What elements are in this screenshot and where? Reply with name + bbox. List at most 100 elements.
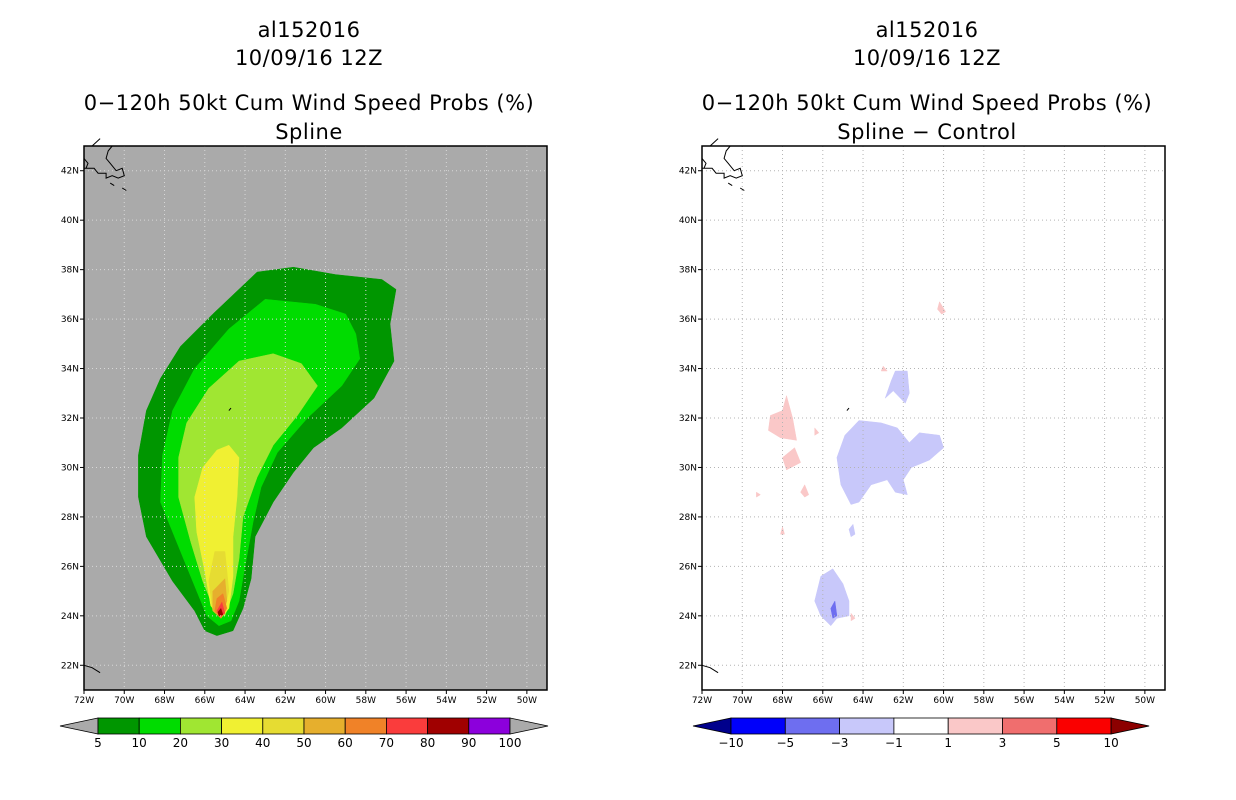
x-tick-label: 68W	[154, 696, 174, 706]
spline-probability-map: 72W 70W 68W 66W 64W 62W 60W 58W 56W 54W 52W 50W 22N 2…	[59, 138, 549, 750]
colorbar-label: −5	[776, 736, 794, 750]
colorbar-high-arrow	[509, 717, 549, 735]
y-tick-label: 38N	[61, 266, 79, 276]
x-tick-label: 60W	[315, 696, 335, 706]
x-tick-label: 72W	[74, 696, 94, 706]
x-tick-label: 50W	[1135, 696, 1155, 706]
x-tick-label: 68W	[772, 696, 792, 706]
y-tick-label: 26N	[679, 562, 697, 572]
y-tick-label: 24N	[679, 612, 697, 622]
x-tick-label: 58W	[356, 696, 376, 706]
colorbar-label: 5	[94, 736, 102, 750]
colorbar-swatch	[303, 717, 346, 735]
y-tick-label: 30N	[679, 463, 697, 473]
y-tick-label: 28N	[679, 513, 697, 523]
x-tick-label: 54W	[436, 696, 456, 706]
colorbar-swatch	[1002, 717, 1058, 735]
coastline	[701, 664, 719, 674]
colorbar-swatch	[1056, 717, 1112, 735]
y-tick-label: 22N	[61, 661, 79, 671]
y-tick-label: 34N	[61, 365, 79, 375]
colorbar-label: 30	[214, 736, 229, 750]
contour--5-region-4	[830, 600, 838, 619]
x-tick-label: 62W	[893, 696, 913, 706]
colorbar-label: −10	[718, 736, 743, 750]
x-tick-label: 72W	[692, 696, 712, 706]
colorbar-swatch	[138, 717, 181, 735]
product-title: 0−120h 50kt Cum Wind Speed Probs (%)	[701, 91, 1153, 115]
subtitle: Spline	[275, 120, 343, 144]
colorbar-high-arrow	[1110, 717, 1150, 735]
colorbar-swatch	[947, 717, 1003, 735]
colorbar-label: 80	[420, 736, 435, 750]
colorbar-label: 100	[499, 736, 522, 750]
colorbar-swatch	[221, 717, 264, 735]
colorbar-swatch	[893, 717, 949, 735]
colorbar-low-arrow	[59, 717, 99, 735]
colorbar-swatch	[385, 717, 428, 735]
contour--3-region-0	[836, 420, 944, 505]
x-tick-label: 58W	[974, 696, 994, 706]
colorbar-label: 50	[296, 736, 311, 750]
contour-80-region-8	[217, 608, 224, 617]
colorbar-swatch	[468, 717, 511, 735]
y-tick-label: 40N	[61, 216, 79, 226]
colorbar-swatch	[730, 717, 786, 735]
colorbar-label: −1	[885, 736, 903, 750]
coastline	[701, 158, 707, 169]
contour--3-region-1	[884, 370, 910, 404]
contour-3-region-6	[782, 447, 801, 471]
y-tick-label: 36N	[679, 315, 697, 325]
colorbar-label: 10	[1103, 736, 1118, 750]
valid-time-title: 10/09/16 12Z	[852, 46, 1002, 70]
y-tick-label: 42N	[679, 167, 697, 177]
x-tick-label: 64W	[235, 696, 255, 706]
x-tick-label: 56W	[396, 696, 416, 706]
x-tick-label: 54W	[1054, 696, 1074, 706]
colorbar-label: 60	[338, 736, 353, 750]
valid-time-title: 10/09/16 12Z	[234, 46, 384, 70]
colorbar-label: 20	[173, 736, 188, 750]
contour-3-region-13	[756, 491, 761, 498]
contour-3-region-7	[937, 301, 946, 315]
x-tick-label: 70W	[114, 696, 134, 706]
y-tick-label: 42N	[61, 167, 79, 177]
coastline	[91, 138, 101, 147]
colorbar-swatch	[179, 717, 222, 735]
coastline	[109, 182, 115, 187]
y-tick-label: 38N	[679, 266, 697, 276]
colorbar-low-arrow	[692, 717, 732, 735]
colorbar-swatch	[344, 717, 387, 735]
colorbar-label: 5	[1053, 736, 1061, 750]
x-tick-label: 70W	[732, 696, 752, 706]
contour--3-region-3	[848, 524, 856, 537]
left-panel: al152016 10/09/16 12Z 0−120h 50kt Cum Wi…	[59, 18, 549, 750]
colorbar-swatch	[97, 717, 140, 735]
coastline	[727, 182, 733, 187]
x-tick-label: 64W	[853, 696, 873, 706]
coastline	[84, 145, 125, 179]
x-tick-label: 62W	[275, 696, 295, 706]
y-tick-label: 34N	[679, 365, 697, 375]
coastline	[83, 664, 101, 674]
coastline	[846, 407, 850, 411]
x-tick-label: 60W	[933, 696, 953, 706]
coastline	[228, 407, 232, 411]
y-tick-label: 32N	[61, 414, 79, 424]
coastline	[709, 138, 719, 147]
colorbar-label: 40	[255, 736, 270, 750]
subtitle: Spline − Control	[837, 120, 1017, 144]
x-tick-label: 66W	[195, 696, 215, 706]
colorbar-label: 10	[132, 736, 147, 750]
y-tick-label: 26N	[61, 562, 79, 572]
y-tick-label: 36N	[61, 315, 79, 325]
colorbar-swatch	[427, 717, 470, 735]
storm-id-title: al152016	[875, 18, 979, 42]
x-tick-label: 56W	[1014, 696, 1034, 706]
colorbar-swatch	[784, 717, 841, 735]
x-tick-label: 52W	[476, 696, 496, 706]
contour-3-region-11	[850, 613, 856, 622]
coastline	[702, 145, 743, 179]
y-tick-label: 32N	[679, 414, 697, 424]
storm-id-title: al152016	[257, 18, 361, 42]
